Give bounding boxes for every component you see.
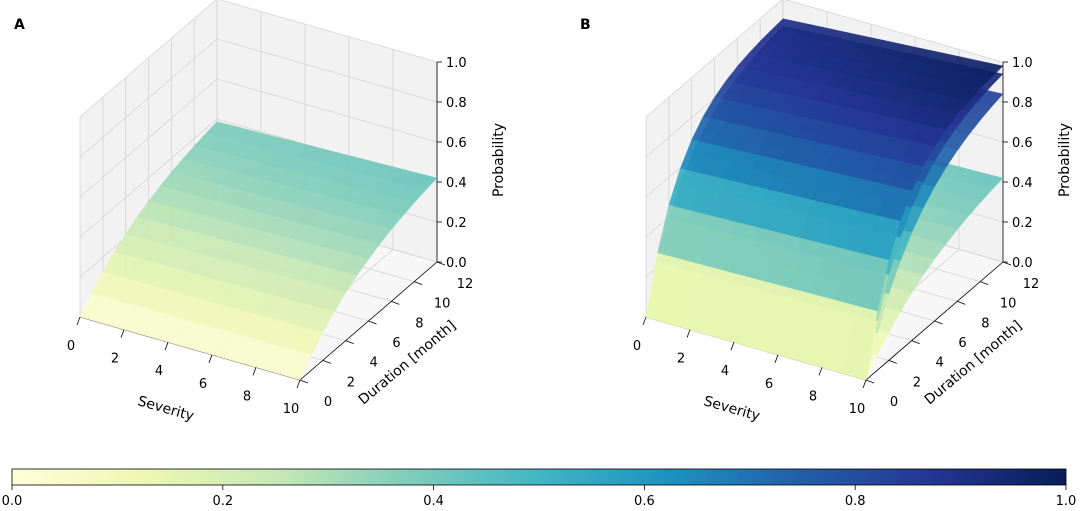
probability-tick-label: 0.6 bbox=[1012, 136, 1033, 151]
duration-tick-label: 8 bbox=[981, 316, 989, 331]
severity-axis-label: Severity bbox=[702, 393, 762, 424]
duration-tick-label: 4 bbox=[370, 356, 378, 371]
colorbar-tick-label: 0.8 bbox=[845, 494, 866, 509]
duration-tick bbox=[436, 261, 446, 266]
panel-b-label: B bbox=[580, 17, 591, 33]
duration-tick bbox=[299, 379, 309, 384]
grid-line bbox=[79, 118, 218, 238]
colorbar-tick-label: 0.2 bbox=[212, 494, 233, 509]
probability-tick-label: 0.0 bbox=[1012, 256, 1033, 271]
grid-line bbox=[645, 0, 783, 118]
grid-line bbox=[79, 38, 218, 158]
probability-tick-label: 0.8 bbox=[446, 96, 467, 111]
colorbar: 0.0 0.2 0.4 0.6 0.8 1.0 bbox=[2, 468, 1077, 509]
panel-a-surfaces bbox=[79, 121, 438, 381]
duration-tick bbox=[345, 340, 354, 345]
probability-tick-label: 0.8 bbox=[1012, 96, 1033, 111]
duration-tick-label: 8 bbox=[415, 316, 423, 331]
probability-tick-label: 0.0 bbox=[446, 256, 467, 271]
severity-tick-label: 10 bbox=[283, 402, 300, 417]
panel-a-label: A bbox=[14, 17, 25, 33]
probability-axis-label: Probability bbox=[491, 123, 507, 197]
duration-tick-label: 4 bbox=[936, 356, 944, 371]
colorbar-ticks: 0.0 0.2 0.4 0.6 0.8 1.0 bbox=[2, 485, 1077, 509]
severity-tick-label: 2 bbox=[677, 352, 685, 367]
grid-line bbox=[785, 0, 1004, 63]
duration-tick bbox=[368, 320, 377, 325]
severity-tick bbox=[862, 379, 867, 389]
duration-tick-label: 12 bbox=[1023, 277, 1040, 292]
grid-line bbox=[216, 38, 438, 103]
severity-axis-label: Severity bbox=[136, 393, 196, 424]
severity-tick bbox=[252, 367, 257, 376]
duration-tick-label: 10 bbox=[434, 297, 451, 312]
duration-tick bbox=[1002, 261, 1012, 266]
duration-tick bbox=[888, 359, 897, 364]
severity-tick-label: 8 bbox=[809, 389, 817, 404]
severity-tick bbox=[818, 367, 823, 376]
probability-tick-label: 1.0 bbox=[1012, 56, 1033, 71]
severity-tick-label: 4 bbox=[721, 364, 729, 379]
grid-line bbox=[79, 78, 218, 198]
surface-facet bbox=[277, 348, 312, 381]
probability-tick-label: 0.2 bbox=[1012, 216, 1033, 231]
probability-tick-label: 1.0 bbox=[446, 56, 467, 71]
duration-tick-label: 12 bbox=[457, 277, 474, 292]
severity-tick-label: 4 bbox=[155, 364, 163, 379]
grid-line bbox=[79, 0, 217, 118]
duration-tick bbox=[391, 300, 400, 305]
duration-tick-label: 2 bbox=[913, 375, 921, 390]
severity-tick-label: 0 bbox=[633, 339, 641, 354]
severity-tick bbox=[774, 354, 779, 363]
duration-tick bbox=[865, 379, 875, 384]
duration-tick-label: 0 bbox=[324, 395, 332, 410]
panel-b-surfaces bbox=[645, 18, 1004, 381]
probability-tick-label: 0.6 bbox=[446, 136, 467, 151]
severity-tick-label: 0 bbox=[67, 339, 75, 354]
severity-tick bbox=[686, 329, 691, 338]
severity-tick bbox=[730, 342, 735, 351]
duration-tick bbox=[957, 300, 966, 305]
duration-tick bbox=[414, 281, 423, 286]
duration-tick bbox=[911, 340, 920, 345]
duration-tick-label: 6 bbox=[958, 336, 966, 351]
severity-tick-label: 8 bbox=[243, 389, 251, 404]
colorbar-tick-label: 0.6 bbox=[634, 494, 655, 509]
severity-tick bbox=[208, 354, 213, 363]
duration-tick bbox=[934, 320, 943, 325]
severity-tick-label: 2 bbox=[111, 352, 119, 367]
severity-tick bbox=[296, 379, 301, 389]
colorbar-gradient bbox=[11, 468, 1067, 486]
duration-tick-label: 6 bbox=[392, 336, 400, 351]
colorbar-tick-label: 0.0 bbox=[2, 494, 23, 509]
probability-tick-label: 0.2 bbox=[446, 216, 467, 231]
duration-tick bbox=[322, 359, 331, 364]
probability-tick-label: 0.4 bbox=[1012, 176, 1033, 191]
colorbar-tick-label: 0.4 bbox=[423, 494, 444, 509]
probability-tick-label: 0.4 bbox=[446, 176, 467, 191]
severity-tick bbox=[120, 329, 125, 338]
probability-axis-label: Probability bbox=[1057, 123, 1073, 197]
severity-tick bbox=[76, 316, 81, 326]
surface-1 bbox=[79, 121, 438, 381]
colorbar-tick-label: 1.0 bbox=[1056, 494, 1077, 509]
surface-4 bbox=[645, 18, 1004, 381]
severity-tick-label: 6 bbox=[765, 377, 773, 392]
grid-line bbox=[216, 78, 438, 143]
surface-facet bbox=[843, 305, 878, 381]
severity-tick-label: 6 bbox=[199, 377, 207, 392]
duration-tick-label: 10 bbox=[1000, 297, 1017, 312]
severity-tick bbox=[164, 342, 169, 351]
duration-tick bbox=[980, 281, 989, 286]
severity-tick bbox=[642, 316, 647, 326]
grid-line bbox=[219, 0, 438, 63]
duration-tick-label: 0 bbox=[890, 395, 898, 410]
severity-tick-label: 10 bbox=[849, 402, 866, 417]
duration-tick-label: 2 bbox=[347, 375, 355, 390]
